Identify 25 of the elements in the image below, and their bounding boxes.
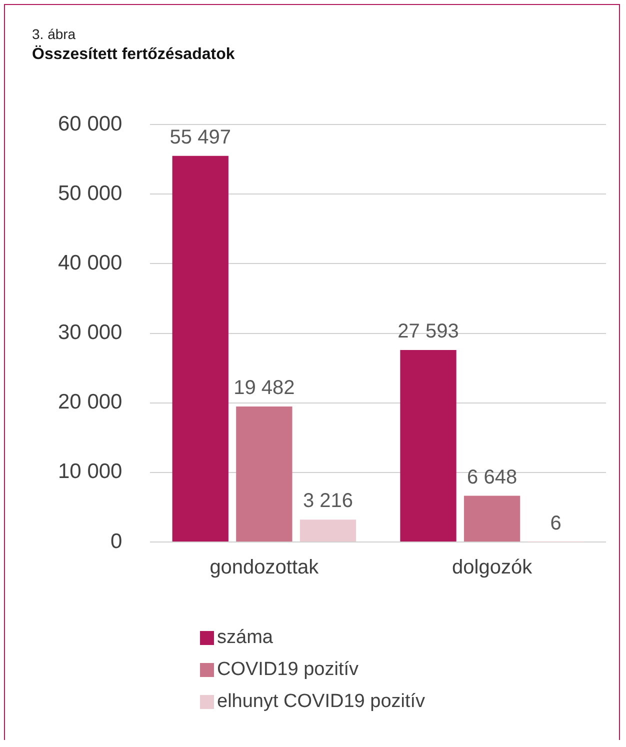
x-tick-label: dolgozók: [452, 556, 534, 579]
y-tick-label: 0: [110, 530, 122, 553]
y-tick-label: 50 000: [58, 182, 122, 205]
data-label: 6: [550, 512, 562, 534]
chart-subtitle: 3. ábra: [32, 26, 76, 42]
y-tick-label: 60 000: [58, 112, 122, 136]
bar: [464, 496, 520, 542]
y-tick-label: 10 000: [58, 460, 122, 484]
data-label: 6 648: [467, 466, 518, 488]
data-label: 3 216: [302, 490, 354, 512]
x-tick-label: gondozottak: [210, 556, 320, 579]
y-tick-label: 20 000: [58, 390, 122, 414]
data-label: 27 593: [398, 320, 459, 343]
legend-label: COVID19 pozitív: [217, 659, 358, 681]
legend-label: elhunyt COVID19 pozitív: [217, 691, 426, 713]
y-tick-label: 30 000: [58, 321, 122, 344]
bar: [400, 350, 456, 542]
bar: [172, 156, 228, 542]
bar: [300, 520, 356, 542]
data-label: 55 497: [170, 126, 231, 148]
y-tick-label: 40 000: [58, 252, 122, 275]
bar: [236, 406, 292, 542]
chart-title: Összesített fertőzésadatok: [32, 46, 235, 64]
legend-label: száma: [217, 627, 273, 649]
data-label: 19 482: [234, 376, 295, 399]
